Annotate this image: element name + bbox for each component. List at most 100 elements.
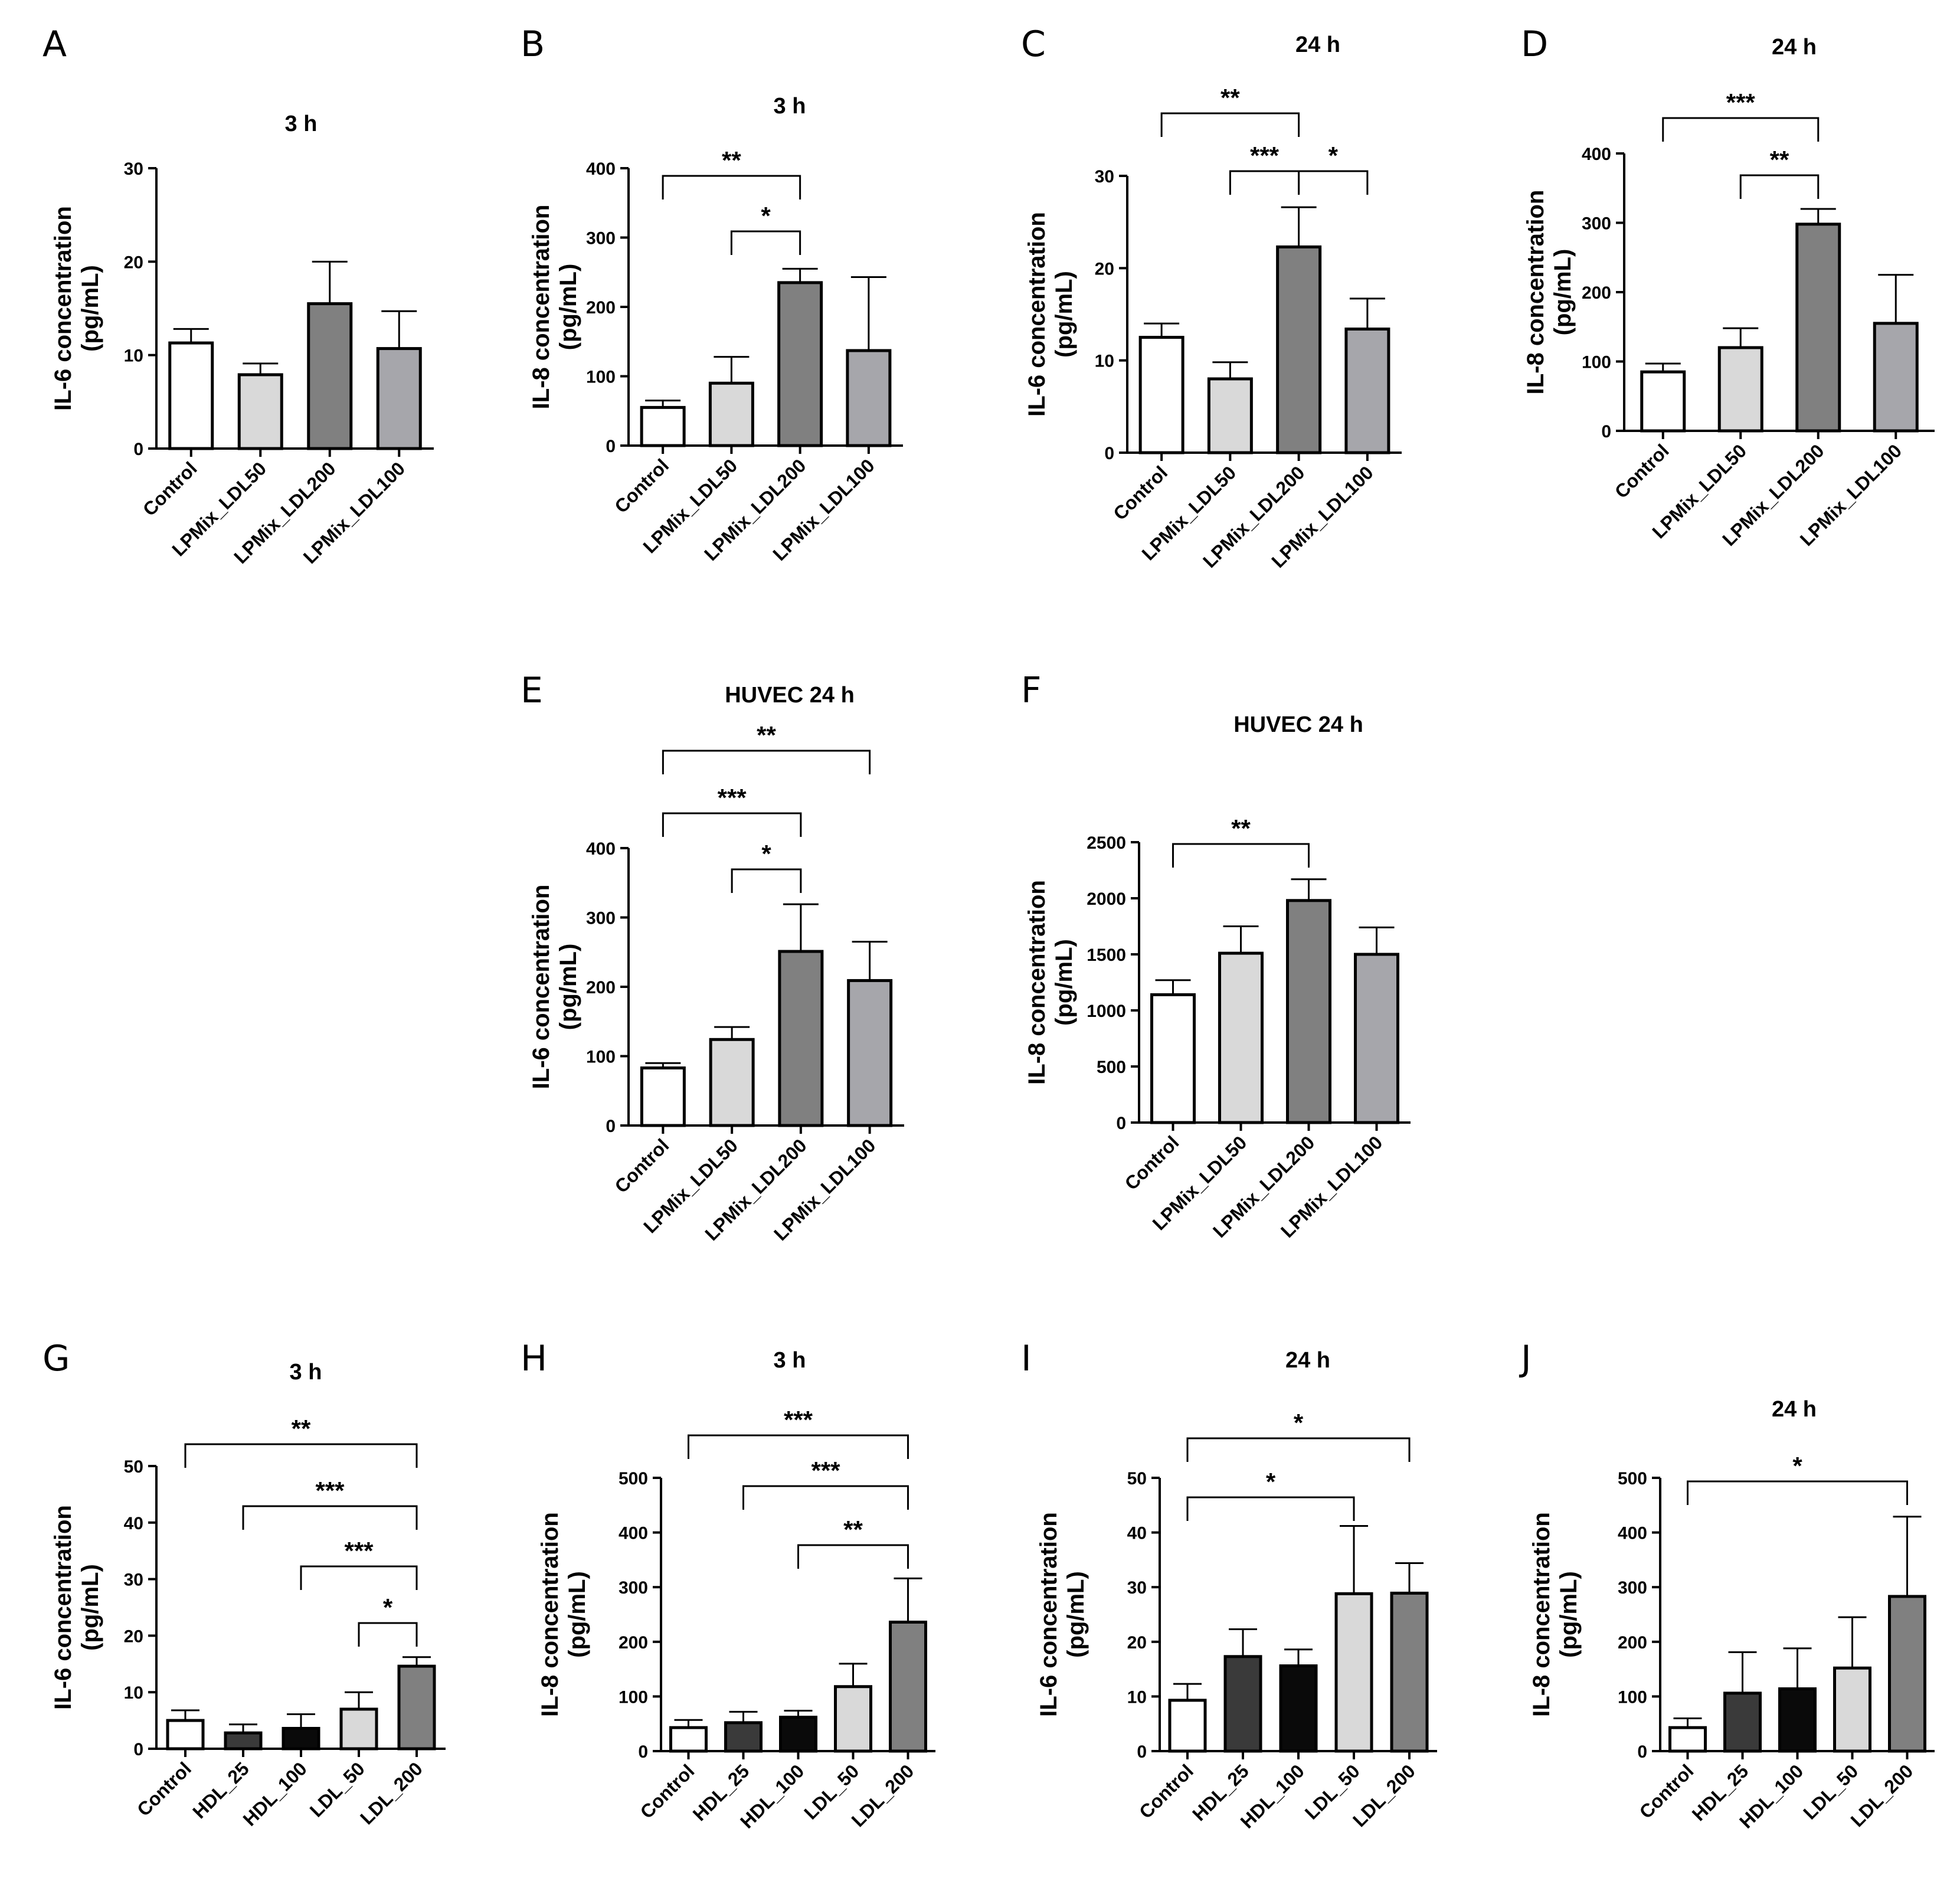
bar [1138,336,1184,454]
y-axis-label-line2: (pg/mL) [1051,271,1077,358]
y-axis-label-line1: IL-6 concentration [50,206,76,411]
y-axis-title: IL-8 concentration (pg/mL) [537,1512,590,1717]
y-tick-label: 400 [586,839,616,859]
y-axis-label-line2: (pg/mL) [77,265,103,352]
y-axis-label-line1: IL-8 concentration [1529,1512,1555,1717]
y-tick-label: 20 [1095,259,1114,279]
bar [307,302,353,450]
y-tick-label: 0 [606,437,616,456]
y-axis-label-line2: (pg/mL) [1556,1571,1582,1658]
y-axis-title: IL-6 concentration (pg/mL) [1024,212,1077,417]
y-tick-label: 100 [586,1048,616,1067]
bar [1279,1664,1318,1753]
y-tick-label: 10 [124,346,143,366]
significance-bracket [1687,1480,1908,1505]
significance-bracket [797,1544,909,1569]
bar [724,1721,763,1753]
bar [1168,1699,1207,1753]
significance-bracket [184,1443,418,1468]
y-axis-label-line2: (pg/mL) [1550,249,1576,336]
bar [237,373,283,450]
significance-bracket [742,1485,909,1510]
chart-title: HUVEC 24 h [1233,712,1363,737]
panel-label: I [1021,1338,1032,1379]
y-axis-title: IL-6 concentration (pg/mL) [528,885,581,1089]
bar [709,1038,755,1127]
panel-label: H [521,1338,547,1379]
panel-I: I 24 h 0 10 20 30 40 50 IL-6 concentration (pg/mL… [1021,1338,1437,1833]
x-tick-label: Control [610,454,673,517]
bar [1640,370,1686,433]
bar [1276,245,1322,454]
significance-label: * [383,1594,393,1621]
bar [846,349,892,447]
bar [847,979,893,1127]
x-tick-label: Control [1109,462,1172,524]
significance-bracket [688,1434,909,1459]
y-axis-title: IL-6 concentration (pg/mL) [50,206,103,411]
bar [779,1716,817,1753]
panel-D: D 24 h 0 100 200 300 400 IL-8 concentration (pg/… [1521,24,1935,550]
panel-F: F HUVEC 24 h 0 500 1000 1500 2000 2500 IL-8 conc… [1021,670,1411,1242]
significance-bracket [1172,843,1310,868]
y-tick-label: 20 [124,253,143,272]
y-axis-label-line1: IL-6 concentration [50,1505,76,1710]
bar [889,1620,927,1753]
bar [1354,953,1399,1124]
significance-label: * [1329,142,1339,169]
y-tick-label: 300 [586,909,616,928]
panel-H: H 3 h 0 100 200 300 400 500 IL-8 concentration (p… [521,1338,935,1833]
y-tick-label: 2000 [1087,889,1126,909]
significance-bracket [662,812,802,837]
y-axis-title: IL-8 concentration (pg/mL) [1523,190,1576,395]
bar [1150,993,1196,1124]
bar [1668,1726,1707,1753]
y-tick-label: 0 [1116,1114,1126,1133]
chart-title: 3 h [774,1348,806,1373]
x-tick-label: Control [1135,1760,1197,1823]
significance-bracket [1739,174,1820,199]
y-tick-label: 100 [586,368,616,387]
bar [1390,1591,1429,1753]
significance-label: * [761,840,771,868]
significance-label: ** [1220,84,1240,112]
y-tick-label: 500 [1097,1058,1126,1077]
y-axis-title: IL-8 concentration (pg/mL) [1024,880,1077,1085]
y-tick-label: 0 [1104,444,1114,463]
significance-label: *** [1726,89,1756,116]
y-tick-label: 400 [1582,145,1611,164]
bar [376,347,422,450]
significance-label: * [1266,1468,1276,1496]
significance-bracket [1186,1437,1411,1462]
y-tick-label: 0 [133,1740,143,1759]
significance-bracket [300,1565,418,1590]
bar [777,281,823,447]
y-tick-label: 20 [124,1627,143,1646]
y-axis-label-line1: IL-6 concentration [1036,1512,1062,1717]
chart-title: 24 h [1772,1397,1817,1422]
x-tick-label: Control [636,1760,699,1823]
y-tick-label: 300 [619,1578,648,1598]
bar [168,341,214,450]
bar [1223,1655,1262,1753]
y-axis-label-line1: IL-8 concentration [528,205,554,410]
chart-title: 3 h [774,94,806,119]
y-axis-title: IL-6 concentration (pg/mL) [1036,1512,1089,1717]
significance-label: * [1294,1409,1304,1437]
significance-label: ** [1770,146,1789,174]
chart-title: 24 h [1285,1348,1330,1373]
y-tick-label: 200 [1582,283,1611,303]
panel-label: F [1021,670,1042,711]
bar [282,1727,320,1751]
bar [1778,1687,1817,1753]
x-tick-label: Control [139,457,201,520]
chart-title: 24 h [1295,32,1340,57]
y-axis-label-line2: (pg/mL) [1063,1571,1089,1658]
significance-bracket [242,1505,418,1530]
x-tick-label: Control [1121,1131,1183,1194]
chart-title: HUVEC 24 h [725,683,855,708]
y-tick-label: 20 [1127,1633,1147,1653]
x-tick-label: Control [610,1134,673,1197]
bar [166,1719,205,1751]
y-tick-label: 500 [1618,1469,1647,1488]
